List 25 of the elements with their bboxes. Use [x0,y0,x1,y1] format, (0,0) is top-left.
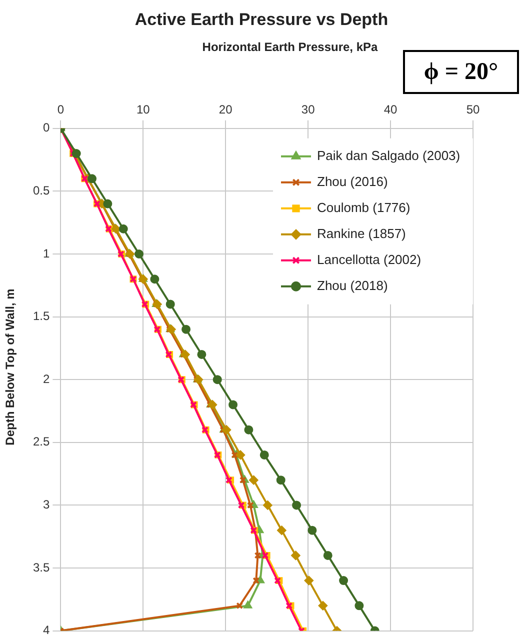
text: ϕ = 20° [403,50,519,94]
y-tick-label: 2.5 [32,434,50,449]
legend-label: Zhou (2018) [317,278,388,293]
x-axis-title: Horizontal Earth Pressure, kPa [201,40,379,54]
y-tick-label: 1 [42,246,50,260]
y-tick-label: 3.5 [32,560,50,574]
legend-label: Paik dan Salgado (2003) [317,148,460,163]
chart-title: Active Earth Pressure vs Depth [134,10,390,30]
x-tick-label: 10 [136,102,150,117]
y-tick-label: 4 [42,623,50,638]
y-tick-label: 3 [42,498,50,512]
x-tick-label: 30 [301,102,316,117]
x-tick-label: 40 [384,102,398,117]
y-axis-title: Depth Below Top of Wall, m [3,288,17,448]
y-tick-label: 0 [42,120,50,135]
y-tick-label: 1.5 [32,309,50,324]
legend-label: Zhou (2016) [317,174,388,189]
y-tick-label: 2 [42,372,50,386]
legend-label: Coulomb (1776) [317,200,410,215]
x-tick-label: 20 [218,102,233,117]
x-tick-label: 0 [57,102,64,117]
legend-label: Lancellotta (2002) [317,252,422,267]
legend-label: Rankine (1857) [317,226,406,241]
y-tick-label: 0.5 [32,184,50,198]
x-tick-label: 50 [466,102,480,117]
